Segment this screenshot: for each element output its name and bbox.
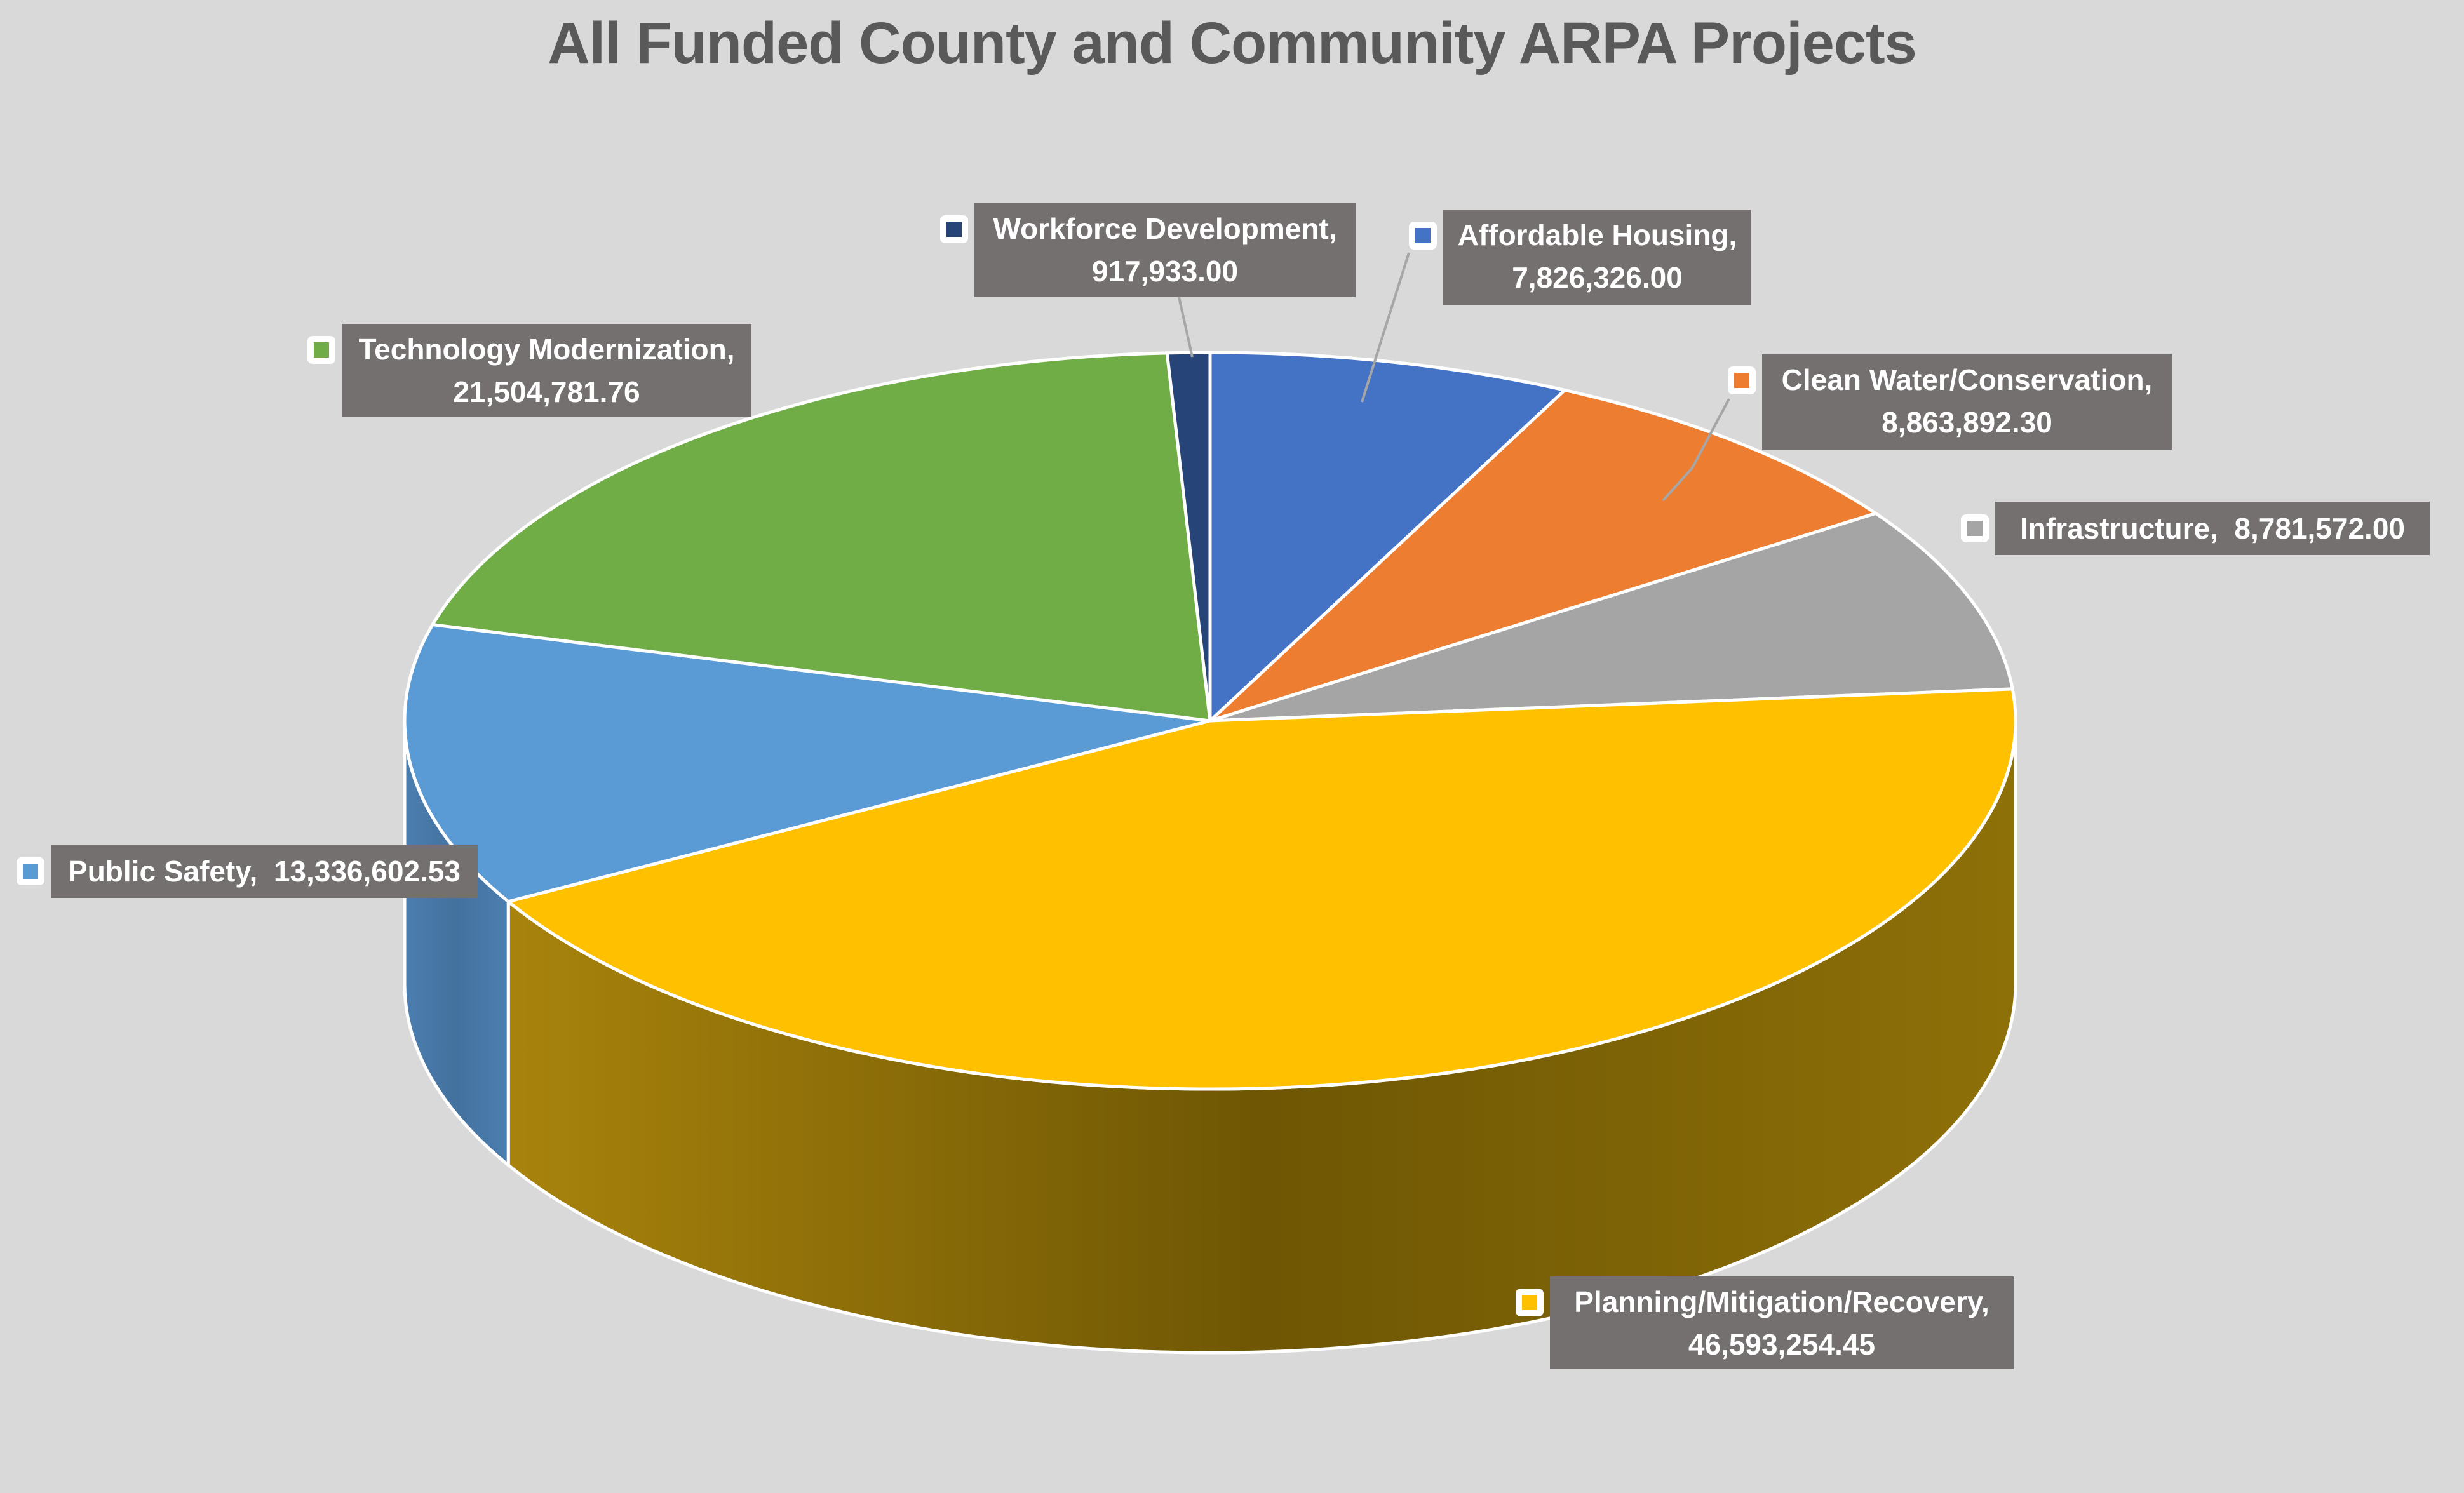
- leader-line-clean-water-conservation: [1662, 398, 1730, 502]
- data-label-planning-mitigation-recovery[interactable]: Planning/Mitigation/Recovery, 46,593,254.…: [1550, 1276, 2014, 1369]
- legend-key-affordable-housing: [1409, 222, 1437, 250]
- legend-key-swatch: [1415, 228, 1431, 243]
- data-label-public-safety[interactable]: Public Safety, 13,336,602.53: [51, 845, 478, 898]
- legend-key-swatch: [946, 222, 962, 237]
- data-label-technology-modernization[interactable]: Technology Modernization, 21,504,781.76: [342, 324, 751, 417]
- legend-key-workforce-development: [940, 215, 968, 243]
- legend-key-swatch: [1522, 1295, 1537, 1310]
- data-label-text: 8,863,892.30: [1882, 406, 2052, 439]
- legend-key-planning-mitigation-recovery: [1516, 1289, 1544, 1316]
- pie-slice-infrastructure[interactable]: [1208, 511, 2014, 723]
- data-label-workforce-development[interactable]: Workforce Development, 917,933.00: [974, 203, 1356, 297]
- pie-slice-planning-mitigation-recovery[interactable]: [506, 687, 2017, 1091]
- data-label-infrastructure[interactable]: Infrastructure, 8,781,572.00: [1995, 502, 2430, 555]
- leader-lines: [1178, 252, 1730, 502]
- data-label-text: Planning/Mitigation/Recovery,: [1574, 1285, 1989, 1318]
- legend-key-public-safety: [17, 857, 44, 885]
- leader-line-affordable-housing: [1361, 252, 1410, 403]
- pie-slice-clean-water-conservation[interactable]: [1208, 388, 1878, 723]
- legend-key-swatch: [1967, 521, 1983, 536]
- data-label-text: 46,593,254.45: [1688, 1328, 1876, 1361]
- pie-slice-technology-modernization[interactable]: [431, 351, 1212, 723]
- data-label-text: Workforce Development,: [993, 212, 1337, 245]
- legend-key-swatch: [314, 342, 329, 358]
- data-label-text: Public Safety, 13,336,602.53: [68, 855, 461, 888]
- pie-top-faces: [403, 351, 2017, 1091]
- legend-key-technology-modernization: [307, 336, 335, 364]
- legend-key-clean-water-conservation: [1728, 366, 1756, 394]
- pie-slice-workforce-development[interactable]: [1165, 351, 1212, 723]
- data-label-clean-water-conservation[interactable]: Clean Water/Conservation, 8,863,892.30: [1762, 354, 2172, 450]
- data-label-text: 7,826,326.00: [1512, 261, 1683, 294]
- data-label-text: 21,504,781.76: [453, 375, 640, 408]
- leader-line-workforce-development: [1178, 297, 1194, 358]
- data-label-text: Infrastructure, 8,781,572.00: [2020, 512, 2405, 545]
- pie-slice-affordable-housing[interactable]: [1208, 351, 1566, 723]
- data-label-text: 917,933.00: [1091, 255, 1239, 288]
- data-label-text: Technology Modernization,: [358, 333, 735, 366]
- chart-title: All Funded County and Community ARPA Pro…: [548, 11, 1917, 76]
- legend-key-swatch: [1734, 373, 1749, 388]
- data-label-text: Affordable Housing,: [1457, 218, 1737, 251]
- data-label-text: Clean Water/Conservation,: [1781, 363, 2153, 396]
- legend-key-swatch: [23, 864, 38, 879]
- legend-key-infrastructure: [1961, 514, 1989, 542]
- data-label-affordable-housing[interactable]: Affordable Housing, 7,826,326.00: [1443, 210, 1751, 305]
